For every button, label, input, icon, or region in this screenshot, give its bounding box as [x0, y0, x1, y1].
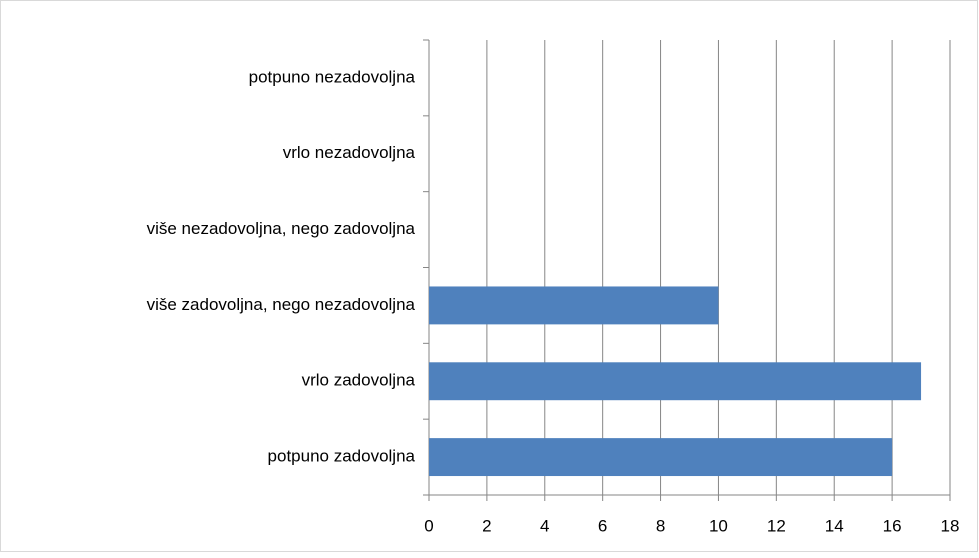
bar — [429, 438, 893, 477]
x-tick-label: 2 — [482, 516, 491, 535]
x-tick-label: 18 — [941, 516, 960, 535]
x-tick-label: 6 — [598, 516, 607, 535]
x-tick-label: 14 — [825, 516, 844, 535]
x-tick-label: 4 — [540, 516, 549, 535]
x-tick-label: 8 — [656, 516, 665, 535]
x-tick-label: 16 — [883, 516, 902, 535]
y-tick-label: više nezadovoljna, nego zadovoljna — [147, 219, 416, 238]
y-tick-label: vrlo zadovoljna — [302, 371, 416, 390]
y-tick-label: vrlo nezadovoljna — [283, 143, 416, 162]
x-tick-label: 12 — [767, 516, 786, 535]
y-tick-label: više zadovoljna, nego nezadovoljna — [147, 295, 416, 314]
bar — [429, 286, 719, 325]
y-tick-label: potpuno zadovoljna — [268, 447, 416, 466]
x-tick-label: 10 — [709, 516, 728, 535]
x-tick-label: 0 — [424, 516, 433, 535]
bar — [429, 362, 922, 401]
y-tick-label: potpuno nezadovoljna — [249, 67, 416, 86]
